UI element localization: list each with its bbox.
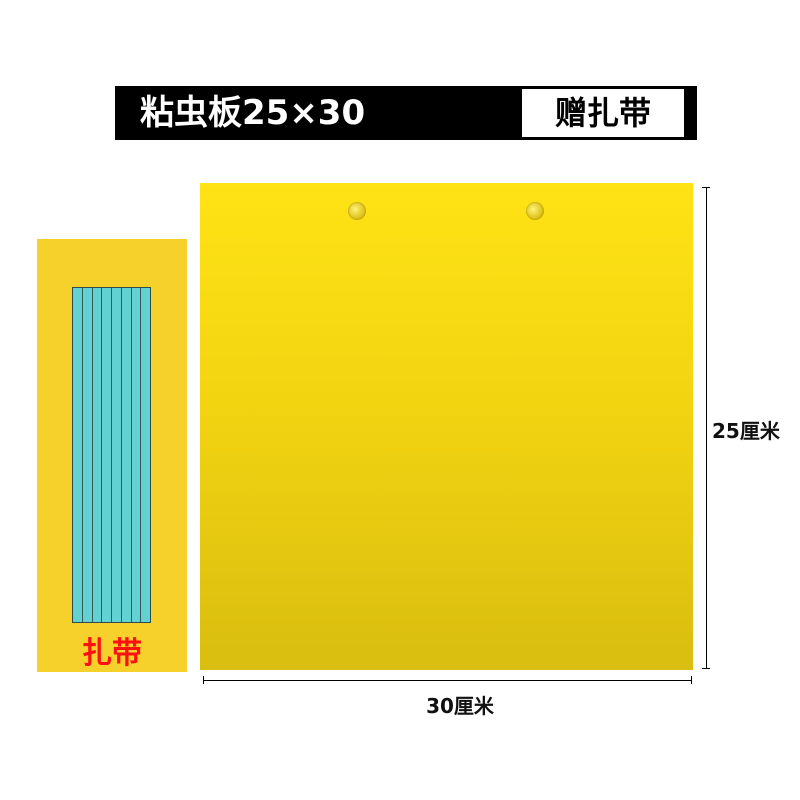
- height-label: 25厘米: [712, 419, 780, 443]
- cable-tie-strip: [112, 288, 122, 622]
- width-label: 30厘米: [426, 694, 494, 718]
- cable-tie-strip: [131, 288, 142, 622]
- gift-badge: [522, 89, 684, 137]
- dimension-tick: [702, 187, 710, 188]
- cable-tie-strip: [102, 288, 112, 622]
- sticky-trap-board: [200, 183, 693, 670]
- cable-tie-strip: [73, 288, 83, 622]
- dimension-tick: [702, 668, 710, 669]
- dimension-tick: [203, 676, 204, 684]
- cable-tie-strip: [82, 288, 93, 622]
- cable-tie-strip: [121, 288, 132, 622]
- cable-tie-bundle: [72, 287, 151, 623]
- cable-tie-strip: [92, 288, 103, 622]
- hanging-hole: [526, 202, 544, 220]
- dimension-tick: [691, 676, 692, 684]
- cable-tie-label: 扎带: [82, 636, 142, 671]
- product-title: 粘虫板25×30: [140, 93, 366, 133]
- width-dimension-line: [203, 680, 691, 681]
- hanging-hole: [348, 202, 366, 220]
- gift-label: 赠扎带: [554, 94, 651, 132]
- cable-tie-strip: [141, 288, 150, 622]
- height-dimension-line: [706, 187, 707, 668]
